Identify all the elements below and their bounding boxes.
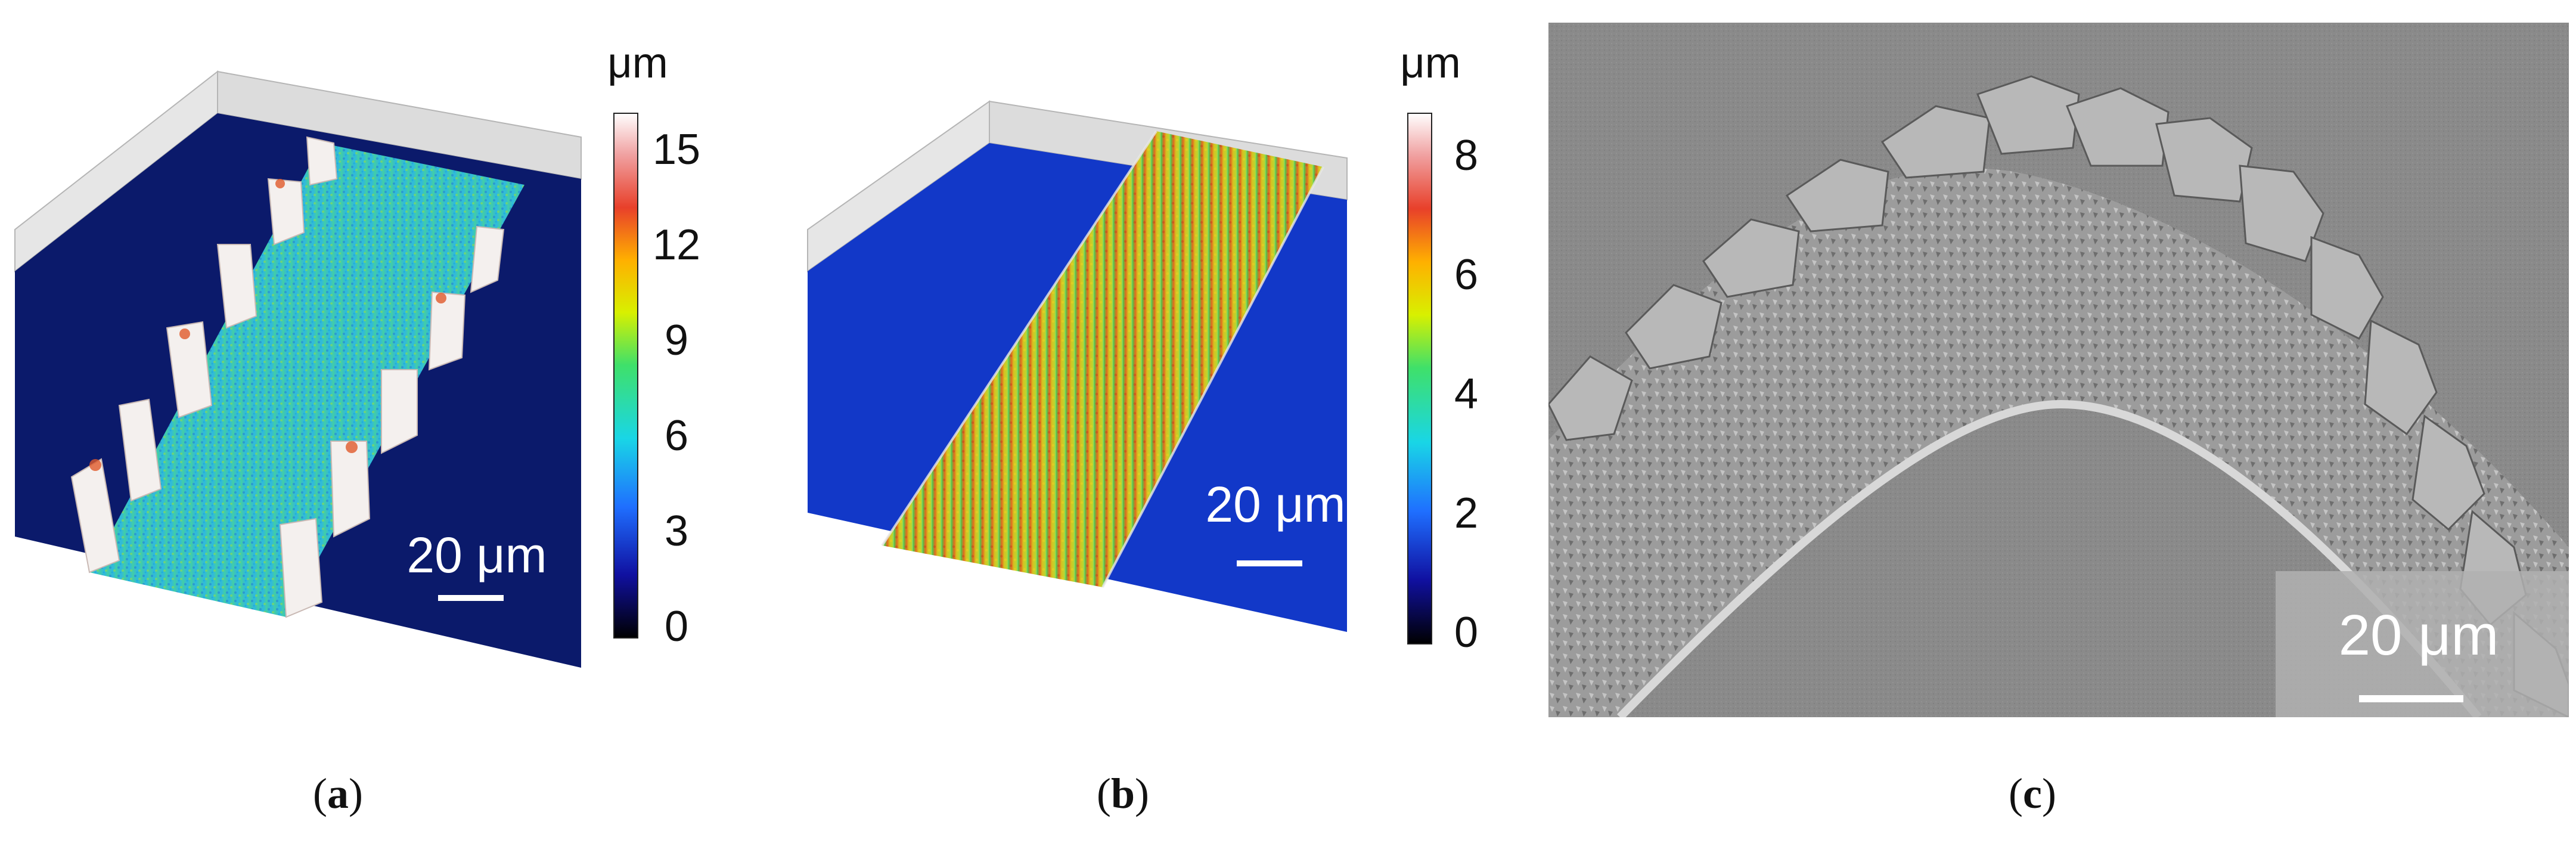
panel-a-tick-15: 15 bbox=[653, 126, 700, 173]
panel-b-tick-6: 6 bbox=[1454, 251, 1478, 299]
panel-b-tick-2: 2 bbox=[1454, 489, 1478, 537]
panel-a-colorbar bbox=[613, 113, 638, 639]
caption-b: (b) bbox=[1097, 770, 1150, 817]
panel-a-tick-0: 0 bbox=[665, 603, 688, 650]
panel-b-scale-label: 20 μm bbox=[1205, 476, 1345, 532]
panel-c-coated-arch bbox=[1548, 168, 2569, 717]
panel-a-unit: μm bbox=[607, 48, 668, 87]
panel-b-tick-0: 0 bbox=[1454, 609, 1478, 656]
panel-b-unit: μm bbox=[1400, 48, 1460, 87]
panel-b-coating-strip bbox=[882, 131, 1323, 587]
caption-a: (a) bbox=[313, 770, 363, 817]
panel-b-topography: 20 μm μm 8 6 4 2 0 bbox=[807, 48, 1478, 656]
panel-b-tick-4: 4 bbox=[1454, 370, 1478, 418]
panel-c-scale-label: 20 μm bbox=[2339, 603, 2499, 667]
panel-c-scale-bar bbox=[2359, 695, 2463, 702]
panel-a-tick-9: 9 bbox=[665, 317, 688, 364]
panel-a-coating-strip bbox=[89, 143, 524, 617]
panel-c-scale-box bbox=[2276, 571, 2569, 717]
panel-c-sem-image: 20 μm bbox=[1548, 23, 2569, 717]
panel-a-tick-12: 12 bbox=[653, 221, 700, 269]
panel-a-tick-3: 3 bbox=[665, 507, 688, 555]
panel-a-scale-bar bbox=[438, 595, 504, 601]
panel-b-colorbar bbox=[1407, 113, 1432, 644]
caption-c: (c) bbox=[2009, 770, 2056, 817]
panel-b-scale-bar bbox=[1237, 560, 1302, 566]
panel-a-topography: 20 μm μm 15 12 9 6 3 0 bbox=[14, 48, 700, 668]
panel-a-tick-6: 6 bbox=[665, 412, 688, 460]
panel-a-scale-label: 20 μm bbox=[406, 527, 547, 583]
panel-b-tick-8: 8 bbox=[1454, 132, 1478, 179]
